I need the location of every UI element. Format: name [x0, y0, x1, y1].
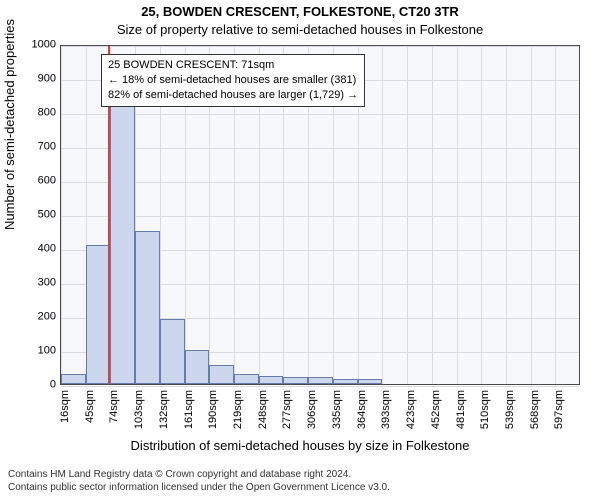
xtick-label: 539sqm: [505, 390, 516, 430]
gridline-v: [407, 46, 408, 384]
footer-line2: Contains public sector information licen…: [8, 482, 390, 495]
ytick-label: 100: [6, 346, 56, 357]
ytick-label: 800: [6, 108, 56, 119]
xtick-label: 45sqm: [85, 390, 96, 430]
gridline-h: [61, 114, 579, 115]
gridline-v: [382, 46, 383, 384]
ytick-label: 400: [6, 244, 56, 255]
xtick-label: 306sqm: [307, 390, 318, 430]
xtick-label: 597sqm: [554, 390, 565, 430]
gridline-v: [457, 46, 458, 384]
gridline-h: [61, 148, 579, 149]
gridline-v: [506, 46, 507, 384]
chart-title-sub: Size of property relative to semi-detach…: [0, 22, 600, 37]
gridline-v: [555, 46, 556, 384]
histogram-bar: [259, 376, 284, 385]
gridline-v: [61, 46, 62, 384]
histogram-bar: [209, 365, 234, 384]
histogram-bar: [160, 319, 185, 384]
histogram-bar: [110, 102, 135, 384]
xtick-label: 190sqm: [208, 390, 219, 430]
xtick-label: 277sqm: [282, 390, 293, 430]
xtick-label: 452sqm: [431, 390, 442, 430]
chart-title-address: 25, BOWDEN CRESCENT, FOLKESTONE, CT20 3T…: [0, 4, 600, 19]
histogram-bar: [61, 374, 86, 384]
chart-plot-area: 25 BOWDEN CRESCENT: 71sqm ← 18% of semi-…: [60, 45, 580, 385]
histogram-bar: [135, 231, 160, 384]
annotation-line3: 82% of semi-detached houses are larger (…: [108, 88, 358, 103]
ytick-label: 900: [6, 74, 56, 85]
xtick-label: 393sqm: [381, 390, 392, 430]
histogram-bar: [234, 374, 259, 384]
annotation-line2: ← 18% of semi-detached houses are smalle…: [108, 73, 358, 88]
xtick-label: 423sqm: [406, 390, 417, 430]
histogram-bar: [185, 350, 210, 384]
xtick-label: 364sqm: [357, 390, 368, 430]
ytick-label: 0: [6, 380, 56, 391]
ytick-label: 1000: [6, 40, 56, 51]
footer-line1: Contains HM Land Registry data © Crown c…: [8, 469, 390, 482]
histogram-bar: [333, 379, 358, 384]
gridline-v: [481, 46, 482, 384]
xtick-label: 103sqm: [134, 390, 145, 430]
xtick-label: 16sqm: [60, 390, 71, 430]
ytick-label: 300: [6, 278, 56, 289]
xtick-label: 219sqm: [233, 390, 244, 430]
ytick-label: 700: [6, 142, 56, 153]
xtick-label: 335sqm: [332, 390, 343, 430]
histogram-bar: [308, 377, 333, 384]
xtick-label: 132sqm: [159, 390, 170, 430]
histogram-bar: [283, 377, 308, 384]
gridline-v: [432, 46, 433, 384]
gridline-h: [61, 386, 579, 387]
histogram-bar: [86, 245, 111, 384]
ytick-label: 200: [6, 312, 56, 323]
footer-attribution: Contains HM Land Registry data © Crown c…: [8, 469, 390, 494]
xtick-label: 510sqm: [480, 390, 491, 430]
xtick-label: 248sqm: [258, 390, 269, 430]
xtick-label: 568sqm: [530, 390, 541, 430]
annotation-box: 25 BOWDEN CRESCENT: 71sqm ← 18% of semi-…: [101, 54, 365, 107]
xtick-label: 74sqm: [109, 390, 120, 430]
x-axis-label: Distribution of semi-detached houses by …: [0, 438, 600, 453]
gridline-h: [61, 216, 579, 217]
ytick-label: 600: [6, 176, 56, 187]
gridline-v: [531, 46, 532, 384]
histogram-bar: [358, 379, 383, 384]
xtick-label: 161sqm: [184, 390, 195, 430]
gridline-h: [61, 46, 579, 47]
ytick-label: 500: [6, 210, 56, 221]
gridline-h: [61, 182, 579, 183]
y-axis-label: Number of semi-detached properties: [2, 19, 17, 230]
annotation-line1: 25 BOWDEN CRESCENT: 71sqm: [108, 58, 358, 73]
xtick-label: 481sqm: [456, 390, 467, 430]
